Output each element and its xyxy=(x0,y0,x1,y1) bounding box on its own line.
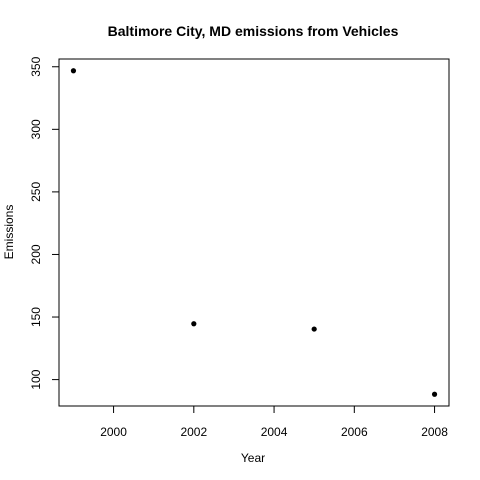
x-tick-label: 2002 xyxy=(180,425,207,439)
y-tick-label: 150 xyxy=(29,307,43,327)
data-point xyxy=(191,321,197,327)
data-point xyxy=(70,68,77,74)
x-axis: 2000 2002 2004 2006 2008 xyxy=(100,406,448,439)
data-points xyxy=(70,68,438,397)
plot-frame xyxy=(58,58,450,407)
y-axis-label: Emissions xyxy=(2,205,16,260)
y-tick-label: 250 xyxy=(29,182,43,202)
chart-title: Baltimore City, MD emissions from Vehicl… xyxy=(108,23,399,39)
y-tick-label: 300 xyxy=(29,119,43,139)
data-point xyxy=(431,391,438,397)
x-tick-label: 2000 xyxy=(100,425,127,439)
x-tick-label: 2006 xyxy=(341,425,368,439)
x-tick-label: 2004 xyxy=(261,425,288,439)
x-tick-label: 2008 xyxy=(421,425,448,439)
x-axis-label: Year xyxy=(241,451,265,465)
y-tick-label: 100 xyxy=(29,369,43,389)
y-axis: 100 150 200 250 300 350 xyxy=(29,56,59,390)
y-tick-label: 200 xyxy=(29,244,43,264)
y-tick-label: 350 xyxy=(29,56,43,76)
data-point xyxy=(311,326,317,332)
